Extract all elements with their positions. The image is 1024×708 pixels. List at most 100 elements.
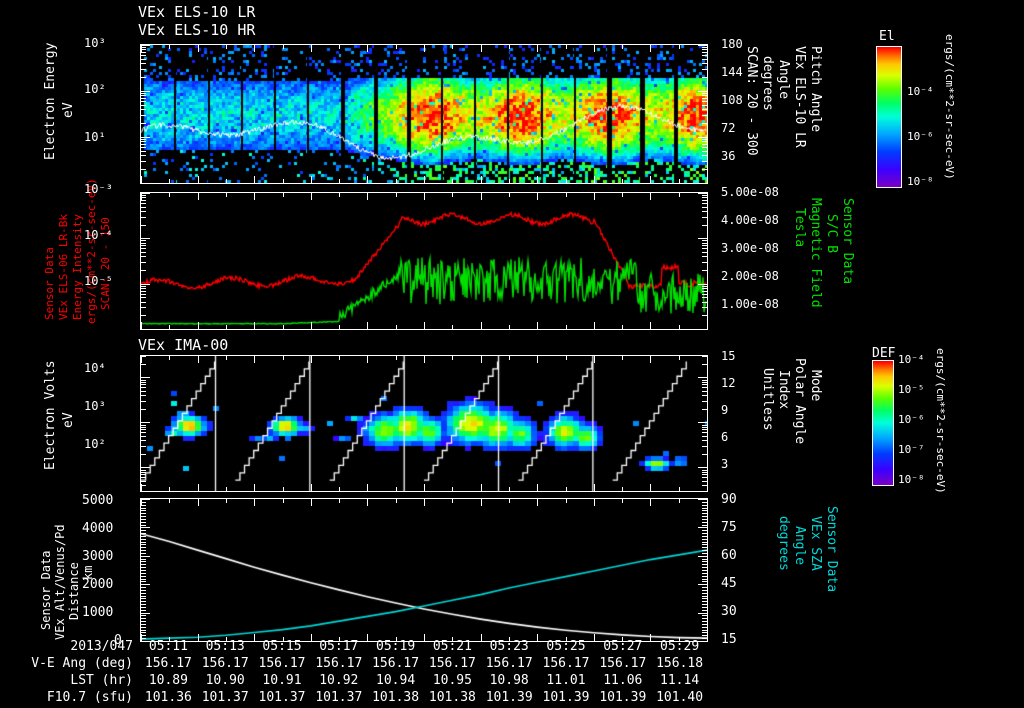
axis-tick [509, 193, 510, 197]
colorbar1-title: El [879, 29, 895, 44]
axis-tick [594, 484, 595, 491]
axis-tick [141, 561, 146, 562]
bottom-time-label: 05:11 [148, 639, 188, 654]
axis-tick [481, 176, 482, 183]
axis-tick [702, 384, 707, 385]
panel2-ytick-right-4: 2.00e-08 [721, 269, 779, 283]
axis-tick [702, 288, 707, 289]
axis-tick [254, 176, 255, 183]
panel1-spectrogram [140, 44, 708, 184]
axis-tick [396, 487, 397, 491]
panel1-ylabel-left-1: Electron Energy [43, 42, 58, 160]
axis-tick [226, 179, 227, 183]
axis-tick [141, 630, 146, 631]
axis-tick [141, 525, 146, 526]
axis-tick [702, 47, 707, 48]
axis-tick [141, 472, 146, 473]
axis-tick [702, 550, 707, 551]
axis-tick [141, 176, 142, 183]
axis-tick [169, 45, 170, 49]
axis-tick [702, 446, 707, 447]
axis-tick [367, 356, 368, 363]
axis-tick [141, 505, 146, 506]
axis-tick [169, 193, 170, 197]
axis-tick [283, 637, 284, 641]
axis-tick [141, 527, 150, 528]
axis-tick [698, 91, 707, 92]
axis-tick [367, 45, 368, 52]
axis-tick [702, 477, 707, 478]
axis-tick [141, 604, 146, 605]
bottom-cell: 10.94 [376, 673, 416, 688]
axis-tick [141, 193, 150, 194]
axis-tick [702, 544, 707, 545]
panel4-ylabel-right-3: Angle [792, 526, 807, 566]
axis-tick [141, 387, 146, 388]
axis-tick [702, 139, 707, 140]
axis-tick [679, 325, 680, 329]
axis-tick [141, 632, 146, 633]
axis-tick [141, 364, 146, 365]
axis-tick [537, 634, 538, 641]
axis-tick [141, 544, 146, 545]
axis-tick [424, 322, 425, 329]
axis-tick [141, 147, 146, 148]
axis-tick [141, 288, 146, 289]
axis-tick [367, 484, 368, 491]
axis-tick [141, 101, 146, 102]
axis-tick [311, 634, 312, 641]
colorbar2-tick-1: 10⁻⁴ [898, 353, 925, 366]
axis-tick [339, 499, 340, 503]
axis-tick [698, 556, 707, 557]
axis-tick [141, 91, 150, 92]
axis-tick [702, 297, 707, 298]
axis-tick [141, 618, 146, 619]
panel3-ylabel-right-4: Unitless [760, 368, 775, 431]
axis-tick [702, 573, 707, 574]
axis-tick [141, 519, 146, 520]
axis-tick [702, 395, 707, 396]
axis-tick [509, 179, 510, 183]
axis-tick [594, 45, 595, 52]
panel1-ylabel-right-4: degrees [760, 56, 775, 111]
axis-tick [141, 477, 146, 478]
axis-tick [702, 200, 707, 201]
axis-tick [198, 45, 199, 52]
axis-tick [141, 533, 146, 534]
colorbar1 [876, 46, 902, 188]
axis-tick [141, 95, 146, 96]
axis-tick [141, 45, 142, 52]
axis-tick [141, 432, 146, 433]
axis-tick [702, 561, 707, 562]
axis-tick [141, 499, 150, 500]
axis-tick [396, 637, 397, 641]
axis-tick [679, 356, 680, 360]
axis-tick [594, 356, 595, 363]
axis-tick [141, 193, 142, 200]
axis-tick [141, 384, 146, 385]
axis-tick [702, 604, 707, 605]
axis-tick [702, 101, 707, 102]
axis-tick [141, 155, 146, 156]
axis-tick [141, 109, 146, 110]
axis-tick [226, 193, 227, 197]
axis-tick [702, 454, 707, 455]
axis-tick [702, 161, 707, 162]
bottom-cell: 11.06 [603, 673, 643, 688]
axis-tick [702, 225, 707, 226]
axis-tick [698, 238, 707, 239]
axis-tick [339, 179, 340, 183]
axis-tick [702, 581, 707, 582]
axis-tick [702, 93, 707, 94]
panel1-ylabel-left-2: eV [61, 102, 76, 118]
panel1-ytick-right-180: 180 [721, 37, 743, 51]
bottom-cell: 156.17 [485, 656, 533, 671]
panel3-ytick-right-3: 3 [721, 457, 729, 471]
axis-tick [283, 356, 284, 360]
axis-tick [698, 422, 707, 423]
axis-tick [283, 193, 284, 197]
bottom-time-label: 05:27 [603, 639, 643, 654]
axis-tick [622, 193, 623, 197]
bottom-cell: 156.17 [315, 656, 363, 671]
axis-tick [169, 499, 170, 503]
